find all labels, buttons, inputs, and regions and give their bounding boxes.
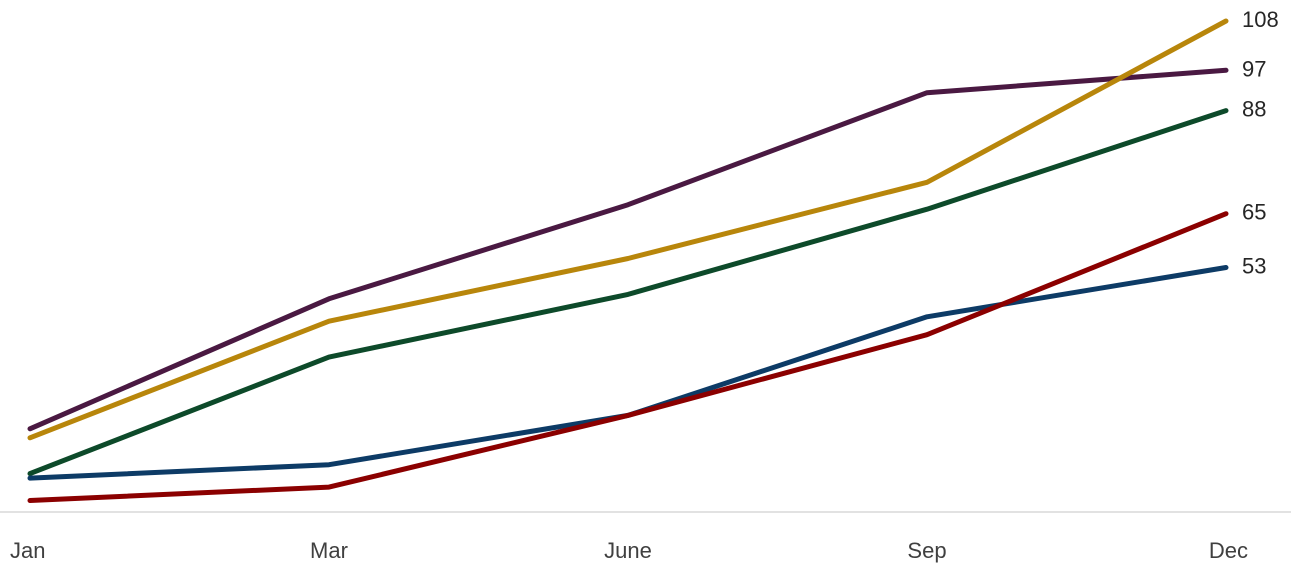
series-line-5: [27, 211, 1229, 503]
series-line-2: [27, 18, 1229, 441]
series-line-3: [27, 108, 1229, 477]
end-label-series-1: 97: [1242, 56, 1266, 81]
x-tick-label: Dec: [1209, 538, 1248, 563]
end-label-series-2: 108: [1242, 7, 1279, 32]
end-labels-layer: 97 108 88 53 65: [1242, 7, 1279, 278]
end-label-series-5: 65: [1242, 200, 1266, 225]
x-tick-label: Mar: [310, 538, 348, 563]
x-axis-ticks: Jan Mar June Sep Dec: [10, 538, 1248, 563]
series-line-4: [27, 265, 1229, 481]
end-label-series-4: 53: [1242, 253, 1266, 278]
series-layer: [27, 18, 1229, 503]
series-line-1: [27, 67, 1229, 432]
x-tick-label: June: [604, 538, 652, 563]
end-label-series-3: 88: [1242, 97, 1266, 122]
x-tick-label: Sep: [907, 538, 946, 563]
x-tick-label: Jan: [10, 538, 45, 563]
